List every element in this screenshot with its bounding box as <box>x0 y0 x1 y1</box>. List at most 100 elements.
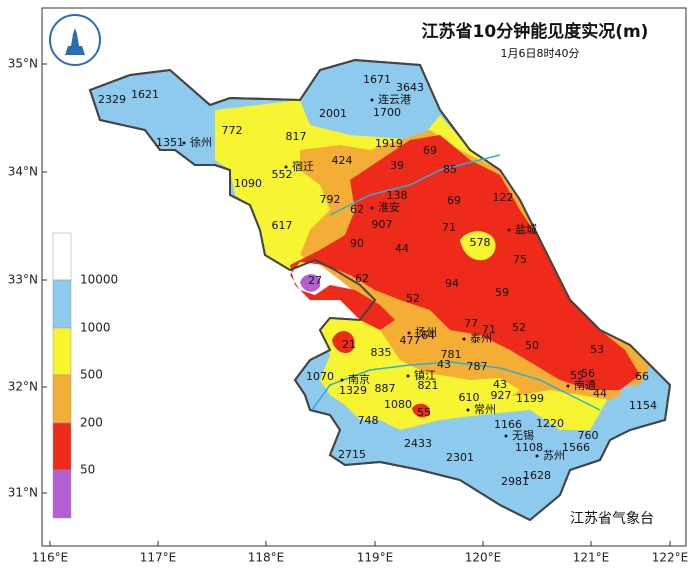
title: 江苏省10分钟能见度实况(m) <box>422 21 649 42</box>
station-value: 66 <box>635 370 649 383</box>
station-value: 424 <box>332 154 353 167</box>
station-value: 59 <box>495 286 509 299</box>
station-value: 835 <box>371 346 392 359</box>
station-value: 43 <box>493 378 507 391</box>
legend-label: 500 <box>80 368 103 382</box>
city-label: 无锡 <box>512 428 534 442</box>
station-value: 43 <box>437 358 451 371</box>
station-value: 1351 <box>156 136 184 149</box>
station-value: 138 <box>387 189 408 202</box>
station-value: 1080 <box>384 398 412 411</box>
colorbar <box>52 232 72 519</box>
city-dot <box>406 374 410 378</box>
station-value: 1199 <box>516 392 544 405</box>
legend-label: 50 <box>80 463 95 477</box>
logo <box>49 14 101 66</box>
city-dot <box>182 141 186 145</box>
station-value: 1329 <box>339 384 367 397</box>
legend-label: 200 <box>80 416 103 430</box>
station-value: 578 <box>470 236 491 249</box>
station-value: 62 <box>350 203 364 216</box>
city-label: 连云港 <box>378 93 411 106</box>
station-value: 90 <box>350 237 364 250</box>
lat-label: 33°N <box>8 273 38 287</box>
city-dot <box>340 378 344 382</box>
station-value: 39 <box>390 159 404 172</box>
city-dot <box>466 408 470 412</box>
city-dot <box>370 98 374 102</box>
station-value: 50 <box>525 339 539 352</box>
station-value: 1671 <box>363 73 391 86</box>
lon-label: 120°E <box>465 551 502 565</box>
station-value: 748 <box>358 414 379 427</box>
station-value: 44 <box>395 242 409 255</box>
station-value: 1220 <box>536 417 564 430</box>
credit: 江苏省气象台 <box>570 511 654 527</box>
station-value: 69 <box>423 144 437 157</box>
station-value: 27 <box>308 274 322 287</box>
city-label: 泰州 <box>470 331 492 345</box>
city-label: 镇江 <box>414 368 436 382</box>
city-label: 常州 <box>474 403 496 416</box>
station-value: 71 <box>442 221 456 234</box>
province <box>88 58 672 522</box>
station-value: 2001 <box>319 107 347 120</box>
station-value: 552 <box>272 168 293 181</box>
station-value: 75 <box>513 253 527 266</box>
station-value: 2715 <box>338 448 366 461</box>
station-value: 44 <box>593 387 607 400</box>
station-value: 2981 <box>501 475 529 488</box>
city-label: 南京 <box>348 372 370 386</box>
station-value: 907 <box>372 218 393 231</box>
station-value: 69 <box>447 194 461 207</box>
station-value: 2433 <box>404 437 432 450</box>
station-value: 85 <box>443 163 457 176</box>
city-label: 淮安 <box>378 200 400 214</box>
city-dot <box>462 337 466 341</box>
station-value: 52 <box>512 321 526 334</box>
station-value: 21 <box>342 338 356 351</box>
city-dot <box>535 454 539 458</box>
station-value: 781 <box>441 348 462 361</box>
lat-label: 34°N <box>8 165 38 179</box>
station-value: 77 <box>464 317 478 330</box>
station-value: 792 <box>320 193 341 206</box>
station-value: 62 <box>355 272 369 285</box>
station-value: 1108 <box>515 441 543 454</box>
legend-label: 10000 <box>80 273 118 287</box>
station-value: 1070 <box>306 370 334 383</box>
station-value: 772 <box>222 124 243 137</box>
station-value: 927 <box>491 389 512 402</box>
station-value: 760 <box>578 429 599 442</box>
station-value: 71 <box>482 323 496 336</box>
station-value: 1700 <box>373 106 401 119</box>
station-value: 122 <box>493 191 514 204</box>
lon-label: 117°E <box>140 551 177 565</box>
station-value: 1090 <box>234 177 262 190</box>
station-value: 610 <box>459 391 480 404</box>
station-value: 2329 <box>98 93 126 106</box>
station-value: 1566 <box>562 441 590 454</box>
city-dot <box>504 434 508 438</box>
station-value: 1628 <box>523 469 551 482</box>
station-value: 94 <box>445 277 459 290</box>
station-value: 2301 <box>446 451 474 464</box>
station-value: 817 <box>286 130 307 143</box>
lon-label: 116°E <box>32 551 69 565</box>
legend-label: 1000 <box>80 321 111 335</box>
city-label: 徐州 <box>190 135 212 149</box>
city-label: 盐城 <box>515 223 537 236</box>
station-value: 617 <box>272 219 293 232</box>
lat-label: 31°N <box>8 486 38 500</box>
city-label: 扬州 <box>415 325 437 339</box>
subtitle: 1月6日8时40分 <box>501 47 580 60</box>
lon-label: 118°E <box>248 551 285 565</box>
station-value: 887 <box>375 382 396 395</box>
city-dot <box>566 384 570 388</box>
station-value: 3643 <box>396 81 424 94</box>
city-label: 苏州 <box>543 449 565 462</box>
station-value: 1154 <box>629 399 657 412</box>
station-value: 56 <box>581 367 595 380</box>
city-dot <box>370 206 374 210</box>
